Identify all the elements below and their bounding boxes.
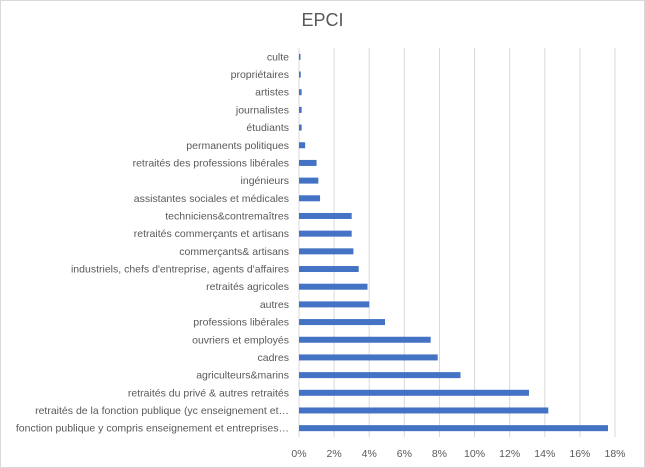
category-label: agriculteurs&marins [196,370,289,382]
category-label: ingénieurs [241,175,289,187]
bar [299,106,302,113]
bar [299,354,438,361]
bar [299,266,359,273]
category-label: fonction publique y compris enseignement… [16,423,289,435]
x-tick-label: 14% [534,448,555,460]
bar [299,389,529,396]
x-tick-label: 0% [291,448,306,460]
bar [299,195,321,202]
category-label: retraités agricoles [206,281,289,293]
category-label: cadres [257,352,289,364]
category-label: artistes [255,87,289,99]
bar [299,372,461,379]
bar [299,124,302,131]
x-axis-tick-labels: 0% 2% 4% 6% 8% 10% 12% 14% 16% 18% [291,448,625,460]
x-tick-label: 8% [432,448,447,460]
bar [299,71,301,78]
category-label: retraités commerçants et artisans [134,228,289,240]
category-label: retraités de la fonction publique (yc en… [35,405,289,417]
category-label: assistantes sociales et médicales [134,193,289,205]
x-tick-label: 12% [499,448,520,460]
category-labels: fonction publique y compris enseignement… [16,51,289,434]
category-label: techniciens&contremaîtres [165,210,289,222]
bar [299,89,302,96]
category-label: professions libérales [193,317,289,329]
bar [299,212,352,219]
category-label: permanents politiques [186,140,289,152]
x-tick-label: 10% [464,448,485,460]
bar [299,159,317,166]
category-label: étudiants [246,122,289,134]
category-label: ouvriers et employés [192,334,289,346]
x-tick-label: 18% [604,448,625,460]
bars [299,53,608,432]
bar [299,142,306,149]
bar [299,177,319,184]
category-label: journalistes [235,104,289,116]
bar [299,53,301,60]
category-label: culte [267,51,289,63]
gridlines [298,48,616,437]
bar [299,407,549,414]
category-label: retraités du privé & autres retraités [128,387,289,399]
bar [299,425,608,432]
bar [299,319,386,326]
x-tick-label: 4% [362,448,377,460]
x-tick-label: 16% [569,448,590,460]
chart-title: EPCI [301,10,344,30]
category-label: propriétaires [231,69,289,81]
bar [299,336,431,343]
x-tick-label: 6% [397,448,412,460]
bar [299,301,370,308]
category-label: industriels, chefs d'entreprise, agents … [71,264,289,276]
bar [299,230,352,237]
bar [299,248,354,255]
category-label: retraités des professions libérales [133,157,289,169]
x-tick-label: 2% [327,448,342,460]
category-label: commerçants& artisans [179,246,289,258]
category-label: autres [260,299,289,311]
bar [299,283,368,290]
